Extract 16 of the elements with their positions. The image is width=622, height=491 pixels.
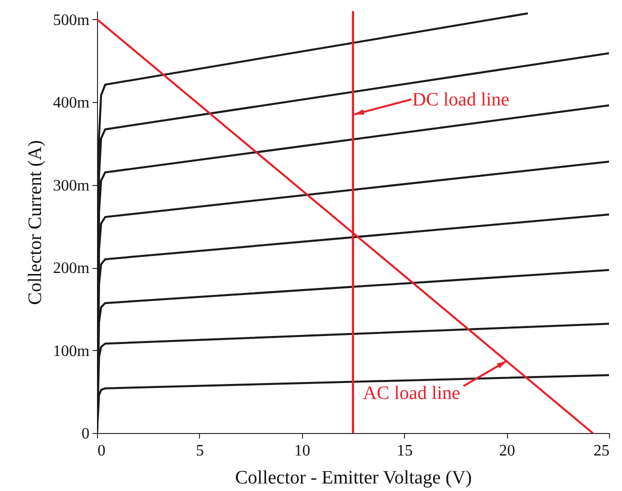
x-tick-label: 5 (196, 442, 204, 460)
y-axis-title: Collector Current (A) (25, 140, 46, 305)
y-tick-label: 100m (53, 342, 90, 360)
y-tick-label: 200m (53, 260, 90, 278)
y-tick-label: 500m (53, 12, 90, 29)
x-tick-label: 0 (98, 442, 106, 460)
annotation: AC load line (363, 383, 460, 404)
x-tick-label: 15 (396, 442, 413, 460)
x-axis-title: Collector - Emitter Voltage (V) (235, 468, 472, 488)
y-tick-label: 400m (53, 94, 90, 112)
annotation: DC load line (412, 89, 510, 110)
y-tick-label: 300m (53, 177, 90, 194)
x-tick-label: 10 (294, 442, 310, 460)
y-tick-label: 0 (82, 426, 90, 442)
x-tick-label: 25 (594, 442, 610, 460)
x-tick-label: 20 (499, 442, 516, 460)
